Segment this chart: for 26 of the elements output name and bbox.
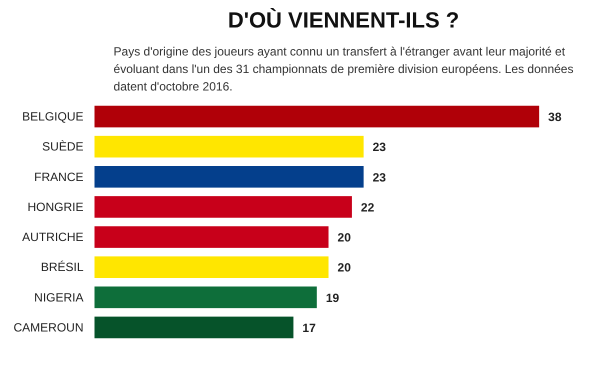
y-tick-label: BRÉSIL <box>40 260 84 274</box>
data-label: 38 <box>548 110 562 124</box>
data-label: 23 <box>372 140 386 154</box>
bar <box>94 316 294 338</box>
y-tick-label: AUTRICHE <box>22 230 84 244</box>
data-label: 20 <box>338 260 352 275</box>
chart-title: D'OÙ VIENNENT-ILS ? <box>228 8 460 32</box>
y-tick-label: SUÈDE <box>42 140 84 154</box>
data-label: 19 <box>326 290 340 305</box>
y-tick-label: BELGIQUE <box>22 110 84 124</box>
bar <box>94 166 364 188</box>
chart-subtitle: Pays d'origine des joueurs ayant connu un transfert à l'étranger avant leur majorité et évoluant dans l'un des 31 championnats de première division européens. Les données datent d'octobre 2016. <box>114 44 574 94</box>
data-label: 17 <box>302 320 316 335</box>
bar <box>94 226 329 248</box>
y-tick-label: CAMEROUN <box>14 320 84 334</box>
y-tick-label: NIGERIA <box>34 290 84 304</box>
data-label: 20 <box>338 230 352 245</box>
bar <box>94 256 329 278</box>
data-label: 23 <box>372 170 386 184</box>
bar <box>94 106 540 128</box>
bar <box>94 286 317 308</box>
y-tick-label: HONGRIE <box>27 200 84 214</box>
bar <box>94 136 364 158</box>
data-label: 22 <box>360 200 375 214</box>
bar <box>94 196 352 218</box>
y-tick-label: FRANCE <box>34 170 84 184</box>
